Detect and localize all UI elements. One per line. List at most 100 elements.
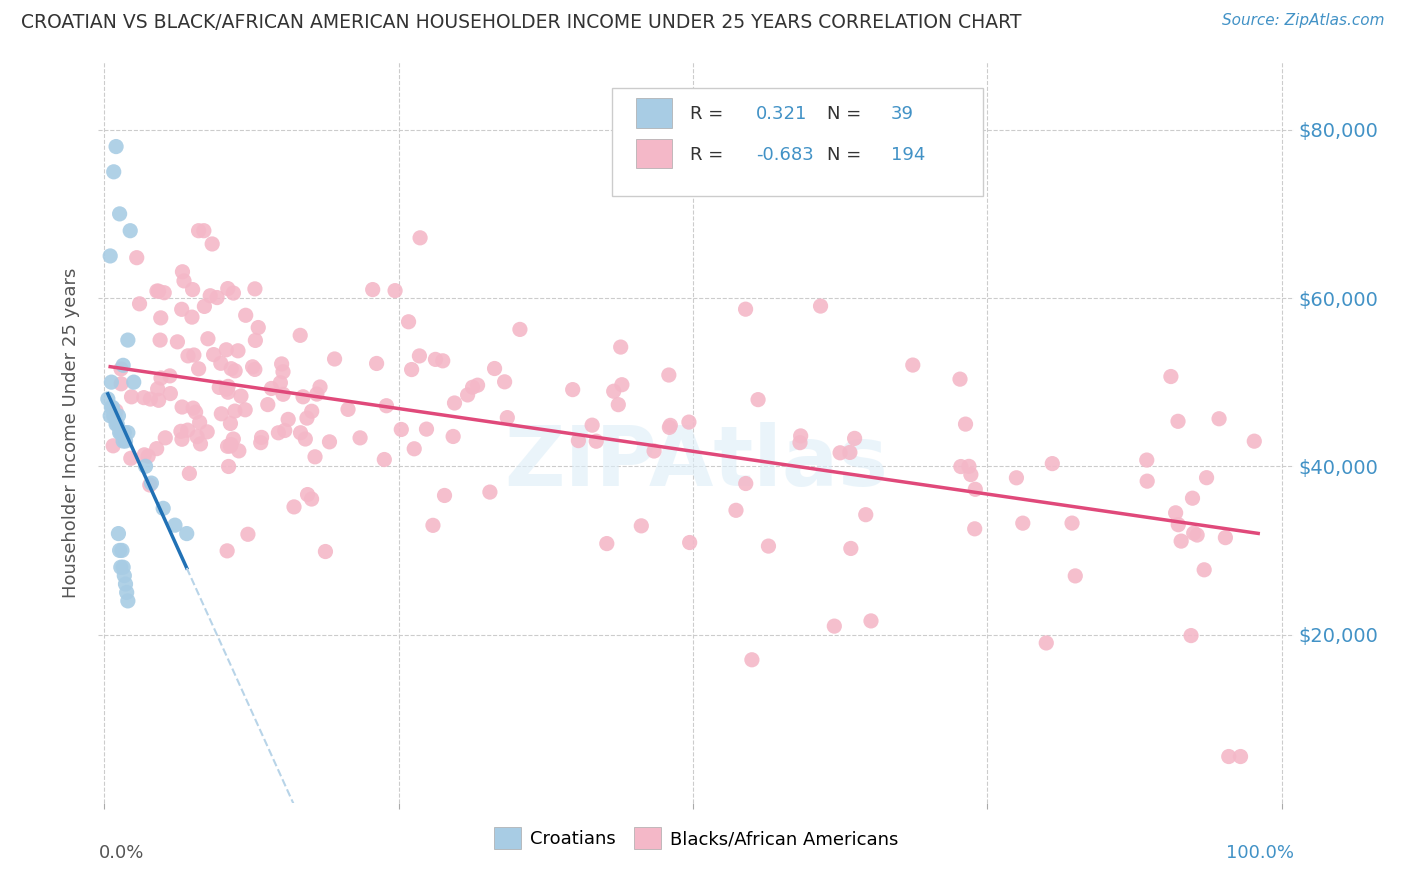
- Point: [408, 349, 430, 363]
- Point: [148, 284, 170, 298]
- Text: ZIPAtlas: ZIPAtlas: [503, 422, 889, 503]
- Text: N =: N =: [827, 105, 868, 123]
- Point: [217, 544, 239, 558]
- Point: [146, 284, 169, 298]
- Point: [734, 302, 756, 317]
- Point: [217, 282, 239, 296]
- Point: [301, 404, 323, 418]
- Point: [1229, 749, 1251, 764]
- Point: [659, 418, 682, 433]
- Point: [630, 519, 652, 533]
- Point: [149, 333, 172, 347]
- Point: [830, 446, 852, 460]
- Point: [215, 343, 238, 357]
- Point: [152, 501, 174, 516]
- Point: [294, 432, 316, 446]
- Point: [389, 422, 412, 436]
- Point: [132, 391, 155, 405]
- Point: [494, 375, 516, 389]
- Point: [425, 352, 447, 367]
- Point: [217, 385, 239, 400]
- Point: [561, 383, 583, 397]
- Point: [112, 425, 135, 440]
- Point: [181, 401, 204, 416]
- Point: [122, 375, 145, 389]
- Point: [177, 349, 200, 363]
- Point: [209, 407, 232, 421]
- Point: [269, 376, 291, 390]
- Point: [187, 224, 209, 238]
- Point: [609, 340, 631, 354]
- Point: [222, 432, 245, 446]
- Point: [1218, 749, 1240, 764]
- Point: [166, 334, 188, 349]
- Point: [193, 224, 215, 238]
- Point: [115, 585, 138, 599]
- Point: [859, 614, 882, 628]
- Point: [222, 286, 245, 301]
- Point: [1164, 506, 1187, 520]
- Point: [509, 322, 531, 336]
- Point: [734, 476, 756, 491]
- Text: 39: 39: [891, 105, 914, 123]
- Point: [218, 459, 240, 474]
- Point: [1136, 474, 1159, 488]
- Point: [219, 437, 242, 451]
- Point: [267, 425, 290, 440]
- Point: [789, 435, 811, 450]
- Point: [467, 378, 489, 392]
- Point: [98, 409, 121, 423]
- Point: [202, 348, 225, 362]
- Point: [741, 653, 763, 667]
- Point: [104, 409, 127, 423]
- Point: [233, 402, 256, 417]
- Point: [114, 434, 136, 448]
- Point: [148, 393, 170, 408]
- Point: [120, 224, 142, 238]
- Text: -0.683: -0.683: [756, 146, 814, 164]
- Point: [256, 398, 278, 412]
- Text: CROATIAN VS BLACK/AFRICAN AMERICAN HOUSEHOLDER INCOME UNDER 25 YEARS CORRELATION: CROATIAN VS BLACK/AFRICAN AMERICAN HOUSE…: [21, 13, 1022, 32]
- Point: [1182, 526, 1205, 541]
- Point: [184, 405, 207, 419]
- Point: [274, 424, 297, 438]
- Point: [292, 390, 315, 404]
- Text: R =: R =: [690, 146, 728, 164]
- Point: [461, 380, 484, 394]
- Point: [318, 434, 340, 449]
- FancyBboxPatch shape: [637, 98, 672, 128]
- Point: [139, 478, 162, 492]
- Point: [496, 410, 519, 425]
- Point: [295, 411, 318, 425]
- Point: [181, 283, 204, 297]
- Point: [457, 388, 479, 402]
- Point: [228, 443, 250, 458]
- Point: [134, 459, 156, 474]
- Point: [567, 434, 589, 448]
- Point: [963, 522, 986, 536]
- Point: [105, 417, 128, 432]
- Point: [217, 379, 239, 393]
- Point: [290, 328, 312, 343]
- Text: N =: N =: [827, 146, 868, 164]
- Point: [170, 302, 193, 317]
- Point: [658, 368, 681, 382]
- Point: [283, 500, 305, 514]
- Point: [260, 381, 283, 395]
- Point: [219, 439, 242, 453]
- Point: [172, 265, 194, 279]
- Point: [190, 437, 212, 451]
- Point: [153, 285, 176, 300]
- Point: [112, 568, 135, 582]
- Point: [810, 299, 832, 313]
- Point: [404, 442, 426, 456]
- Point: [111, 425, 134, 440]
- Point: [250, 430, 273, 444]
- Point: [290, 425, 312, 440]
- Point: [150, 371, 173, 385]
- Point: [209, 356, 232, 370]
- Point: [243, 282, 266, 296]
- Point: [1185, 528, 1208, 542]
- Point: [108, 425, 131, 440]
- Point: [409, 231, 432, 245]
